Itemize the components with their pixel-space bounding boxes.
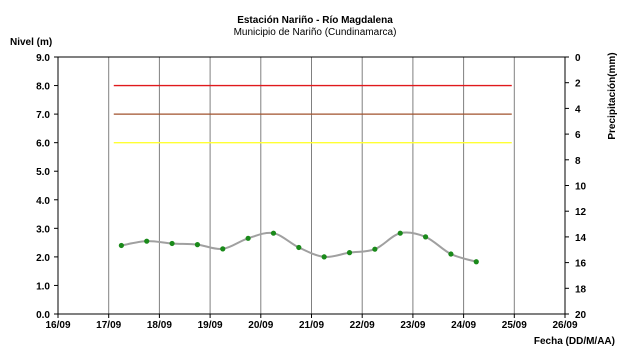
y-axis-ticks: 0.0 1.0 2.0 3.0 4.0 5.0 6.0 7.0 8.0 9.0 xyxy=(36,53,58,321)
y2-axis-ticks: 0 2 4 6 8 10 12 14 16 18 20 xyxy=(565,53,587,321)
data-point xyxy=(321,254,327,260)
x-tick-label: 19/09 xyxy=(198,320,223,331)
x-tick-label: 17/09 xyxy=(96,320,121,331)
series-nivel xyxy=(118,230,479,265)
y2-tick-label: 6 xyxy=(575,130,581,141)
y2-tick-label: 8 xyxy=(575,156,581,167)
y2-tick-label: 16 xyxy=(575,259,587,270)
y-tick-label: 6.0 xyxy=(36,139,50,150)
x-tick-label: 21/09 xyxy=(299,320,324,331)
data-point xyxy=(372,246,378,252)
chart-title: Estación Nariño - Río Magdalena xyxy=(237,15,393,26)
data-point xyxy=(448,251,454,257)
data-point xyxy=(422,234,429,240)
data-point xyxy=(194,242,201,248)
data-point xyxy=(144,238,150,244)
x-tick-label: 22/09 xyxy=(350,320,375,331)
y2-tick-label: 14 xyxy=(575,233,587,244)
y2-tick-label: 18 xyxy=(575,284,587,295)
x-tick-label: 26/09 xyxy=(552,320,577,331)
chart-subtitle: Municipio de Nariño (Cundinamarca) xyxy=(234,27,397,38)
data-point xyxy=(245,235,251,241)
y-tick-label: 3.0 xyxy=(36,224,50,235)
x-tick-label: 18/09 xyxy=(147,320,172,331)
x-tick-label: 24/09 xyxy=(451,320,476,331)
y-tick-label: 9.0 xyxy=(36,53,50,64)
y-axis-title: Nivel (m) xyxy=(10,37,52,48)
threshold-lines xyxy=(113,84,512,144)
data-point xyxy=(169,240,175,247)
y2-tick-label: 0 xyxy=(575,53,581,64)
y-tick-label: 5.0 xyxy=(36,167,50,178)
y-tick-label: 8.0 xyxy=(36,82,50,93)
data-point xyxy=(220,246,226,252)
data-point xyxy=(270,230,277,236)
y-tick-label: 1.0 xyxy=(36,281,50,292)
y2-tick-label: 2 xyxy=(575,79,581,90)
y-tick-label: 4.0 xyxy=(36,196,50,207)
y2-tick-label: 10 xyxy=(575,182,587,193)
x-tick-label: 16/09 xyxy=(45,320,70,331)
x-axis-title: Fecha (DD/M/AA) xyxy=(534,336,615,347)
x-axis-ticks: 16/09 17/09 18/09 19/09 20/09 21/09 22/09 23/09… xyxy=(45,314,578,331)
y-tick-label: 7.0 xyxy=(36,110,50,121)
x-tick-label: 23/09 xyxy=(400,320,425,331)
data-point xyxy=(346,250,353,256)
data-point xyxy=(296,244,302,251)
data-point xyxy=(118,242,124,249)
y2-axis-title: Precipitación(mm) xyxy=(607,52,618,139)
x-tick-label: 25/09 xyxy=(502,320,527,331)
y2-tick-label: 20 xyxy=(575,310,587,321)
y2-tick-label: 12 xyxy=(575,207,587,218)
y-tick-label: 2.0 xyxy=(36,253,50,264)
grid xyxy=(108,57,515,314)
data-point xyxy=(397,230,403,236)
y2-tick-label: 4 xyxy=(575,104,581,115)
y-tick-label: 0.0 xyxy=(36,310,50,321)
data-point xyxy=(473,259,479,265)
x-tick-label: 20/09 xyxy=(248,320,273,331)
